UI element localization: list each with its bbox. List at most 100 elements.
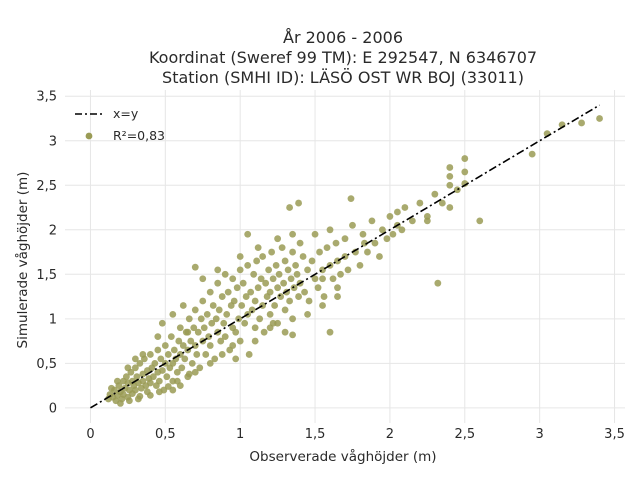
title-line-1: År 2006 - 2006 <box>283 28 403 47</box>
data-point <box>286 204 293 211</box>
legend: x=y R²=0,83 <box>75 106 165 143</box>
x-axis-label: Observerade våghöjder (m) <box>249 448 436 465</box>
data-point <box>305 297 313 305</box>
data-point <box>185 315 193 323</box>
data-point <box>217 337 225 345</box>
data-point <box>178 364 186 372</box>
data-point <box>133 373 141 381</box>
data-point <box>185 370 193 378</box>
x-tick-label: 3,5 <box>604 427 625 442</box>
data-point <box>187 337 195 345</box>
data-point <box>158 367 166 374</box>
data-point <box>320 293 328 300</box>
data-point <box>349 221 356 229</box>
data-point <box>289 331 296 339</box>
data-point <box>199 297 207 305</box>
data-point <box>173 368 181 376</box>
data-point <box>319 275 326 283</box>
data-point <box>155 377 163 385</box>
data-point <box>281 306 289 314</box>
data-point <box>157 355 165 363</box>
data-point <box>220 319 228 327</box>
data-point <box>221 333 229 341</box>
data-point <box>401 204 409 211</box>
data-point <box>139 351 147 358</box>
data-point <box>170 346 178 354</box>
data-point <box>438 199 446 207</box>
data-point <box>256 315 264 323</box>
chart-title: År 2006 - 2006 Koordinat (Sweref 99 TM):… <box>0 28 640 88</box>
data-point <box>209 302 217 309</box>
data-point <box>232 355 240 363</box>
data-point <box>155 388 163 396</box>
data-point <box>274 235 282 243</box>
data-point <box>332 239 340 247</box>
data-point <box>154 346 162 354</box>
data-point <box>196 364 204 372</box>
data-point <box>199 275 207 283</box>
data-point <box>326 226 334 234</box>
data-point <box>149 373 157 381</box>
data-point <box>244 262 252 269</box>
data-point <box>151 359 159 367</box>
data-point <box>453 186 461 194</box>
y-tick-label: 3,5 <box>36 90 57 105</box>
data-point <box>268 248 276 256</box>
y-tick-label: 2,5 <box>36 179 57 194</box>
data-point <box>364 248 371 256</box>
data-point <box>163 373 171 381</box>
x-tick-label: 1,5 <box>305 427 326 442</box>
data-point <box>188 359 196 367</box>
data-point <box>431 190 439 198</box>
data-point <box>334 284 341 292</box>
data-point <box>272 262 280 269</box>
data-point <box>206 288 214 296</box>
data-point <box>229 275 237 283</box>
data-point <box>434 279 442 287</box>
grid <box>65 90 625 423</box>
data-point <box>244 230 252 238</box>
data-point <box>319 302 326 309</box>
data-point <box>398 226 406 234</box>
y-axis-label: Simulerade våghöjder (m) <box>14 172 31 349</box>
data-point <box>176 324 184 332</box>
data-point <box>238 302 246 309</box>
data-point <box>356 262 364 269</box>
data-point <box>341 235 349 243</box>
legend-label-identity: x=y <box>113 106 139 121</box>
data-point <box>446 164 454 171</box>
data-point <box>218 351 226 358</box>
data-point <box>146 351 154 358</box>
data-point <box>251 324 259 332</box>
data-point <box>184 328 192 336</box>
data-point <box>131 364 139 372</box>
data-point <box>274 284 282 292</box>
data-point <box>247 288 255 296</box>
data-point <box>122 373 130 381</box>
data-point <box>214 266 222 274</box>
data-point <box>136 359 144 367</box>
data-point <box>114 377 121 385</box>
x-tick-label: 1 <box>236 427 244 442</box>
data-point <box>596 115 603 122</box>
title-line-3: Station (SMHI ID): LÄSÖ OST WR BOJ (3301… <box>162 68 524 87</box>
data-point <box>248 306 256 314</box>
data-point <box>408 217 416 225</box>
data-point <box>389 230 397 238</box>
data-point <box>344 266 352 274</box>
data-point <box>326 328 334 336</box>
data-point <box>359 230 367 238</box>
data-point <box>289 315 296 323</box>
data-point <box>275 270 283 278</box>
data-point <box>236 253 244 260</box>
data-point <box>347 195 355 203</box>
data-point <box>311 230 319 238</box>
data-point <box>169 310 177 318</box>
data-point <box>262 279 270 287</box>
data-point <box>281 328 289 336</box>
data-point <box>202 351 210 358</box>
data-point <box>314 284 322 292</box>
data-point <box>269 275 277 283</box>
data-point <box>416 199 424 207</box>
